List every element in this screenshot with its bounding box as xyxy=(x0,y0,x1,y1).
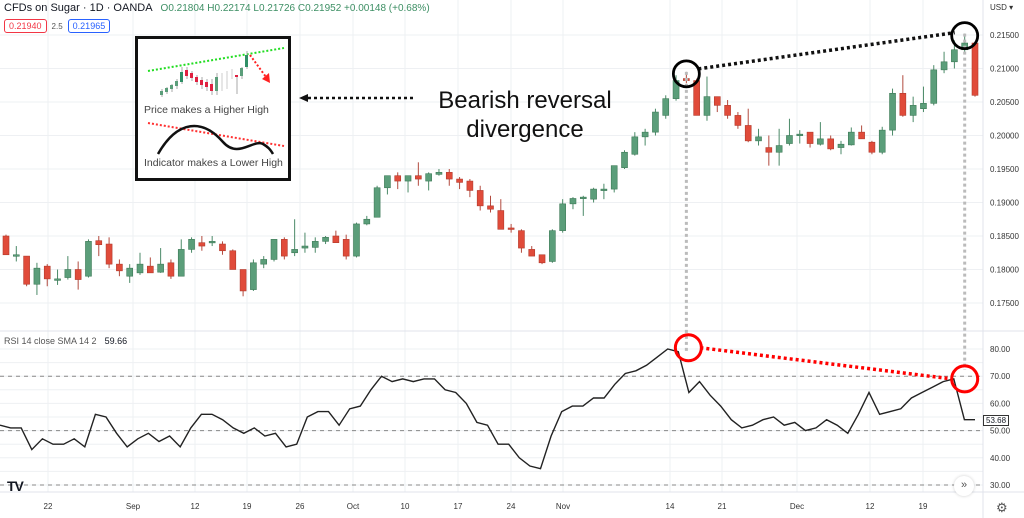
svg-text:Sep: Sep xyxy=(126,502,141,511)
scroll-to-realtime-button[interactable]: » xyxy=(954,476,974,496)
svg-text:22: 22 xyxy=(44,502,53,511)
svg-text:21: 21 xyxy=(718,502,727,511)
symbol-legend: CFDs on Sugar · 1D · OANDA O0.21804 H0.2… xyxy=(4,2,430,14)
rsi-current-value: 59.66 xyxy=(104,336,128,346)
spread-value: 2.5 xyxy=(51,21,63,31)
symbol-title[interactable]: CFDs on Sugar · 1D · OANDA xyxy=(4,2,153,14)
svg-text:70.00: 70.00 xyxy=(990,372,1011,381)
svg-text:24: 24 xyxy=(507,502,516,511)
currency-dropdown[interactable]: USD ▾ xyxy=(990,3,1014,12)
svg-text:0.20000: 0.20000 xyxy=(990,132,1019,141)
svg-text:0.20500: 0.20500 xyxy=(990,98,1019,107)
rsi-label[interactable]: RSI 14 close SMA 14 2 xyxy=(4,336,97,346)
svg-text:10: 10 xyxy=(401,502,410,511)
ohlc-values: O0.21804 H0.22174 L0.21726 C0.21952 +0.0… xyxy=(160,2,430,14)
svg-text:0.18000: 0.18000 xyxy=(990,266,1019,275)
svg-text:0.19500: 0.19500 xyxy=(990,165,1019,174)
svg-text:19: 19 xyxy=(919,502,928,511)
tradingview-logo-icon[interactable]: TV xyxy=(7,478,24,494)
inset-illustration xyxy=(147,47,285,155)
divergence-explainer-inset: Price makes a Higher High Indicator make… xyxy=(135,36,291,181)
svg-text:0.21500: 0.21500 xyxy=(990,31,1019,40)
rsi-legend: RSI 14 close SMA 14 2 59.66 xyxy=(4,336,127,346)
svg-text:50.00: 50.00 xyxy=(990,427,1011,436)
svg-text:Oct: Oct xyxy=(347,502,360,511)
rsi-axis[interactable]: 80.00 70.00 60.00 50.00 40.00 30.00 xyxy=(990,345,1011,490)
svg-text:12: 12 xyxy=(191,502,200,511)
rsi-bands xyxy=(0,375,983,486)
svg-text:80.00: 80.00 xyxy=(990,345,1011,354)
annotation-line-1: Bearish reversal xyxy=(438,87,612,114)
inset-indicator-label: Indicator makes a Lower High xyxy=(144,157,283,169)
settings-gear-icon[interactable]: ⚙ xyxy=(996,500,1008,515)
rsi-last-value-tag: 53.68 xyxy=(983,415,1010,426)
trade-buttons: 0.21940 2.5 0.21965 xyxy=(4,19,111,33)
svg-text:Dec: Dec xyxy=(790,502,804,511)
sell-button[interactable]: 0.21940 xyxy=(4,19,47,33)
svg-text:0.17500: 0.17500 xyxy=(990,299,1019,308)
rsi-line xyxy=(0,348,975,470)
svg-text:0.19000: 0.19000 xyxy=(990,199,1019,208)
svg-text:60.00: 60.00 xyxy=(990,399,1011,408)
svg-text:30.00: 30.00 xyxy=(990,481,1011,490)
divergence-annotations xyxy=(671,21,980,394)
svg-text:17: 17 xyxy=(454,502,463,511)
svg-text:0.21000: 0.21000 xyxy=(990,65,1019,74)
annotation-line-2: divergence xyxy=(466,116,584,143)
svg-text:0.18500: 0.18500 xyxy=(990,232,1019,241)
svg-text:26: 26 xyxy=(296,502,305,511)
svg-text:14: 14 xyxy=(666,502,675,511)
candlestick-series xyxy=(2,33,979,297)
inset-price-label: Price makes a Higher High xyxy=(144,104,269,116)
bearish-divergence-annotation: Bearish reversal divergence xyxy=(420,86,630,144)
svg-text:19: 19 xyxy=(243,502,252,511)
svg-text:40.00: 40.00 xyxy=(990,454,1011,463)
svg-text:Nov: Nov xyxy=(556,502,570,511)
price-axis[interactable]: 0.21500 0.21000 0.20500 0.20000 0.19500 0.190… xyxy=(990,31,1019,308)
buy-button[interactable]: 0.21965 xyxy=(67,19,111,33)
time-axis[interactable]: 22 Sep 12 19 26 Oct 10 17 24 Nov 14 21 Dec 12 19 xyxy=(44,502,928,511)
annotation-arrow-left-icon xyxy=(299,94,414,102)
svg-text:12: 12 xyxy=(866,502,875,511)
inset-mini-candles xyxy=(160,51,248,97)
